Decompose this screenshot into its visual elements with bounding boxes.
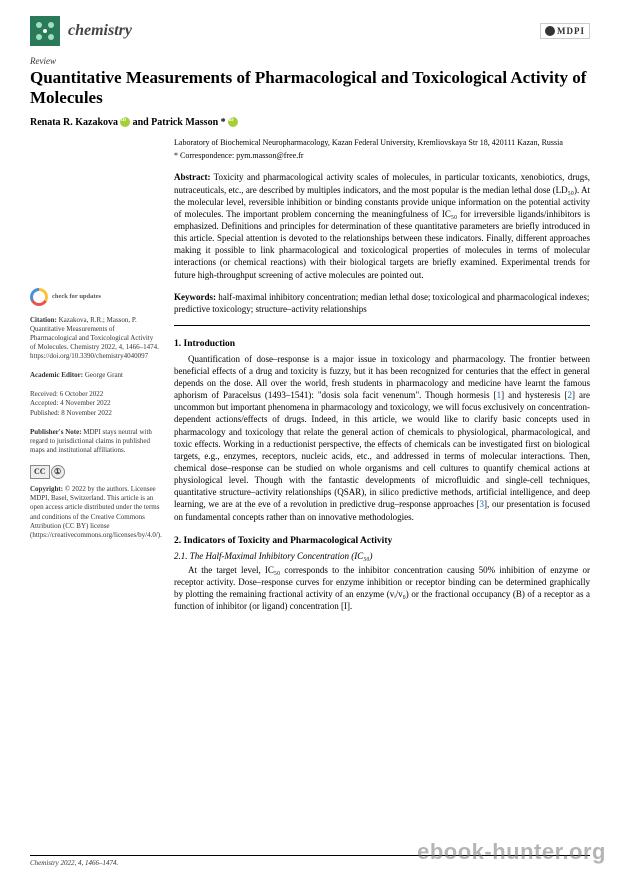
keywords-text: half-maximal inhibitory concentration; m… [174, 292, 589, 314]
published-date: Published: 8 November 2022 [30, 409, 160, 418]
editor-name: George Grant [83, 371, 123, 379]
section-2-para: At the target level, IC₅₀ corresponds to… [174, 564, 590, 613]
copyright-text: © 2022 by the authors. Licensee MDPI, Ba… [30, 485, 162, 538]
article-type: Review [30, 56, 590, 66]
journal-logo-icon [30, 16, 60, 46]
orcid-icon [228, 117, 238, 127]
by-icon: ① [51, 465, 65, 479]
affiliation: Laboratory of Biochemical Neuropharmacol… [174, 138, 590, 149]
authors: Renata R. Kazakova and Patrick Masson * [30, 117, 590, 128]
abstract-text: Toxicity and pharmacological activity sc… [174, 172, 590, 279]
section-2-1-heading: 2.1. The Half-Maximal Inhibitory Concent… [174, 550, 590, 562]
license-block: CC ① Copyright: © 2022 by the authors. L… [30, 465, 160, 540]
keywords-label: Keywords: [174, 292, 216, 302]
s1-text-b: ] and hysteresis [ [501, 390, 567, 400]
citation-label: Citation: [30, 316, 57, 324]
received-date: Received: 6 October 2022 [30, 390, 160, 399]
citation-block: Citation: Kazakova, R.R.; Masson, P. Qua… [30, 316, 160, 361]
author-1: Renata R. Kazakova [30, 117, 118, 128]
cc-badge-icon: CC ① [30, 465, 160, 479]
content: Laboratory of Biochemical Neuropharmacol… [174, 138, 590, 612]
article-title: Quantitative Measurements of Pharmacolog… [30, 68, 590, 109]
correspondence: * Correspondence: pym.masson@free.fr [174, 151, 590, 162]
check-updates-icon [30, 288, 48, 306]
publisher-name: MDPI [557, 26, 585, 36]
journal-name: chemistry [68, 22, 132, 40]
publisher-logo: MDPI [540, 23, 590, 39]
accepted-date: Accepted: 4 November 2022 [30, 399, 160, 408]
section-1-heading: 1. Introduction [174, 338, 590, 351]
abstract: Abstract: Toxicity and pharmacological a… [174, 171, 590, 280]
section-2-heading: 2. Indicators of Toxicity and Pharmacolo… [174, 535, 590, 548]
orcid-icon [120, 117, 130, 127]
journal-brand: chemistry [30, 16, 132, 46]
sidebar: check for updates Citation: Kazakova, R.… [30, 138, 160, 612]
header-bar: chemistry MDPI [0, 0, 620, 56]
author-2: and Patrick Masson * [133, 117, 226, 128]
s1-text-c: ] are uncommon but important phenomena i… [174, 390, 590, 509]
publisher-note-block: Publisher's Note: MDPI stays neutral wit… [30, 428, 160, 455]
cc-icon: CC [30, 465, 50, 479]
check-updates-label: check for updates [52, 293, 101, 300]
editor-block: Academic Editor: George Grant [30, 371, 160, 380]
footer-left: Chemistry 2022, 4, 1466–1474. [30, 859, 118, 867]
abstract-label: Abstract: [174, 172, 211, 182]
watermark: ebook-hunter.org [417, 839, 606, 865]
editor-label: Academic Editor: [30, 371, 83, 379]
copyright-label: Copyright: [30, 485, 63, 493]
section-1-para: Quantification of dose–response is a maj… [174, 353, 590, 523]
keywords: Keywords: half-maximal inhibitory concen… [174, 291, 590, 326]
article-header: Review Quantitative Measurements of Phar… [0, 56, 620, 138]
note-label: Publisher's Note: [30, 428, 82, 436]
main-area: check for updates Citation: Kazakova, R.… [0, 138, 620, 612]
check-updates[interactable]: check for updates [30, 288, 160, 306]
dates-block: Received: 6 October 2022 Accepted: 4 Nov… [30, 390, 160, 417]
